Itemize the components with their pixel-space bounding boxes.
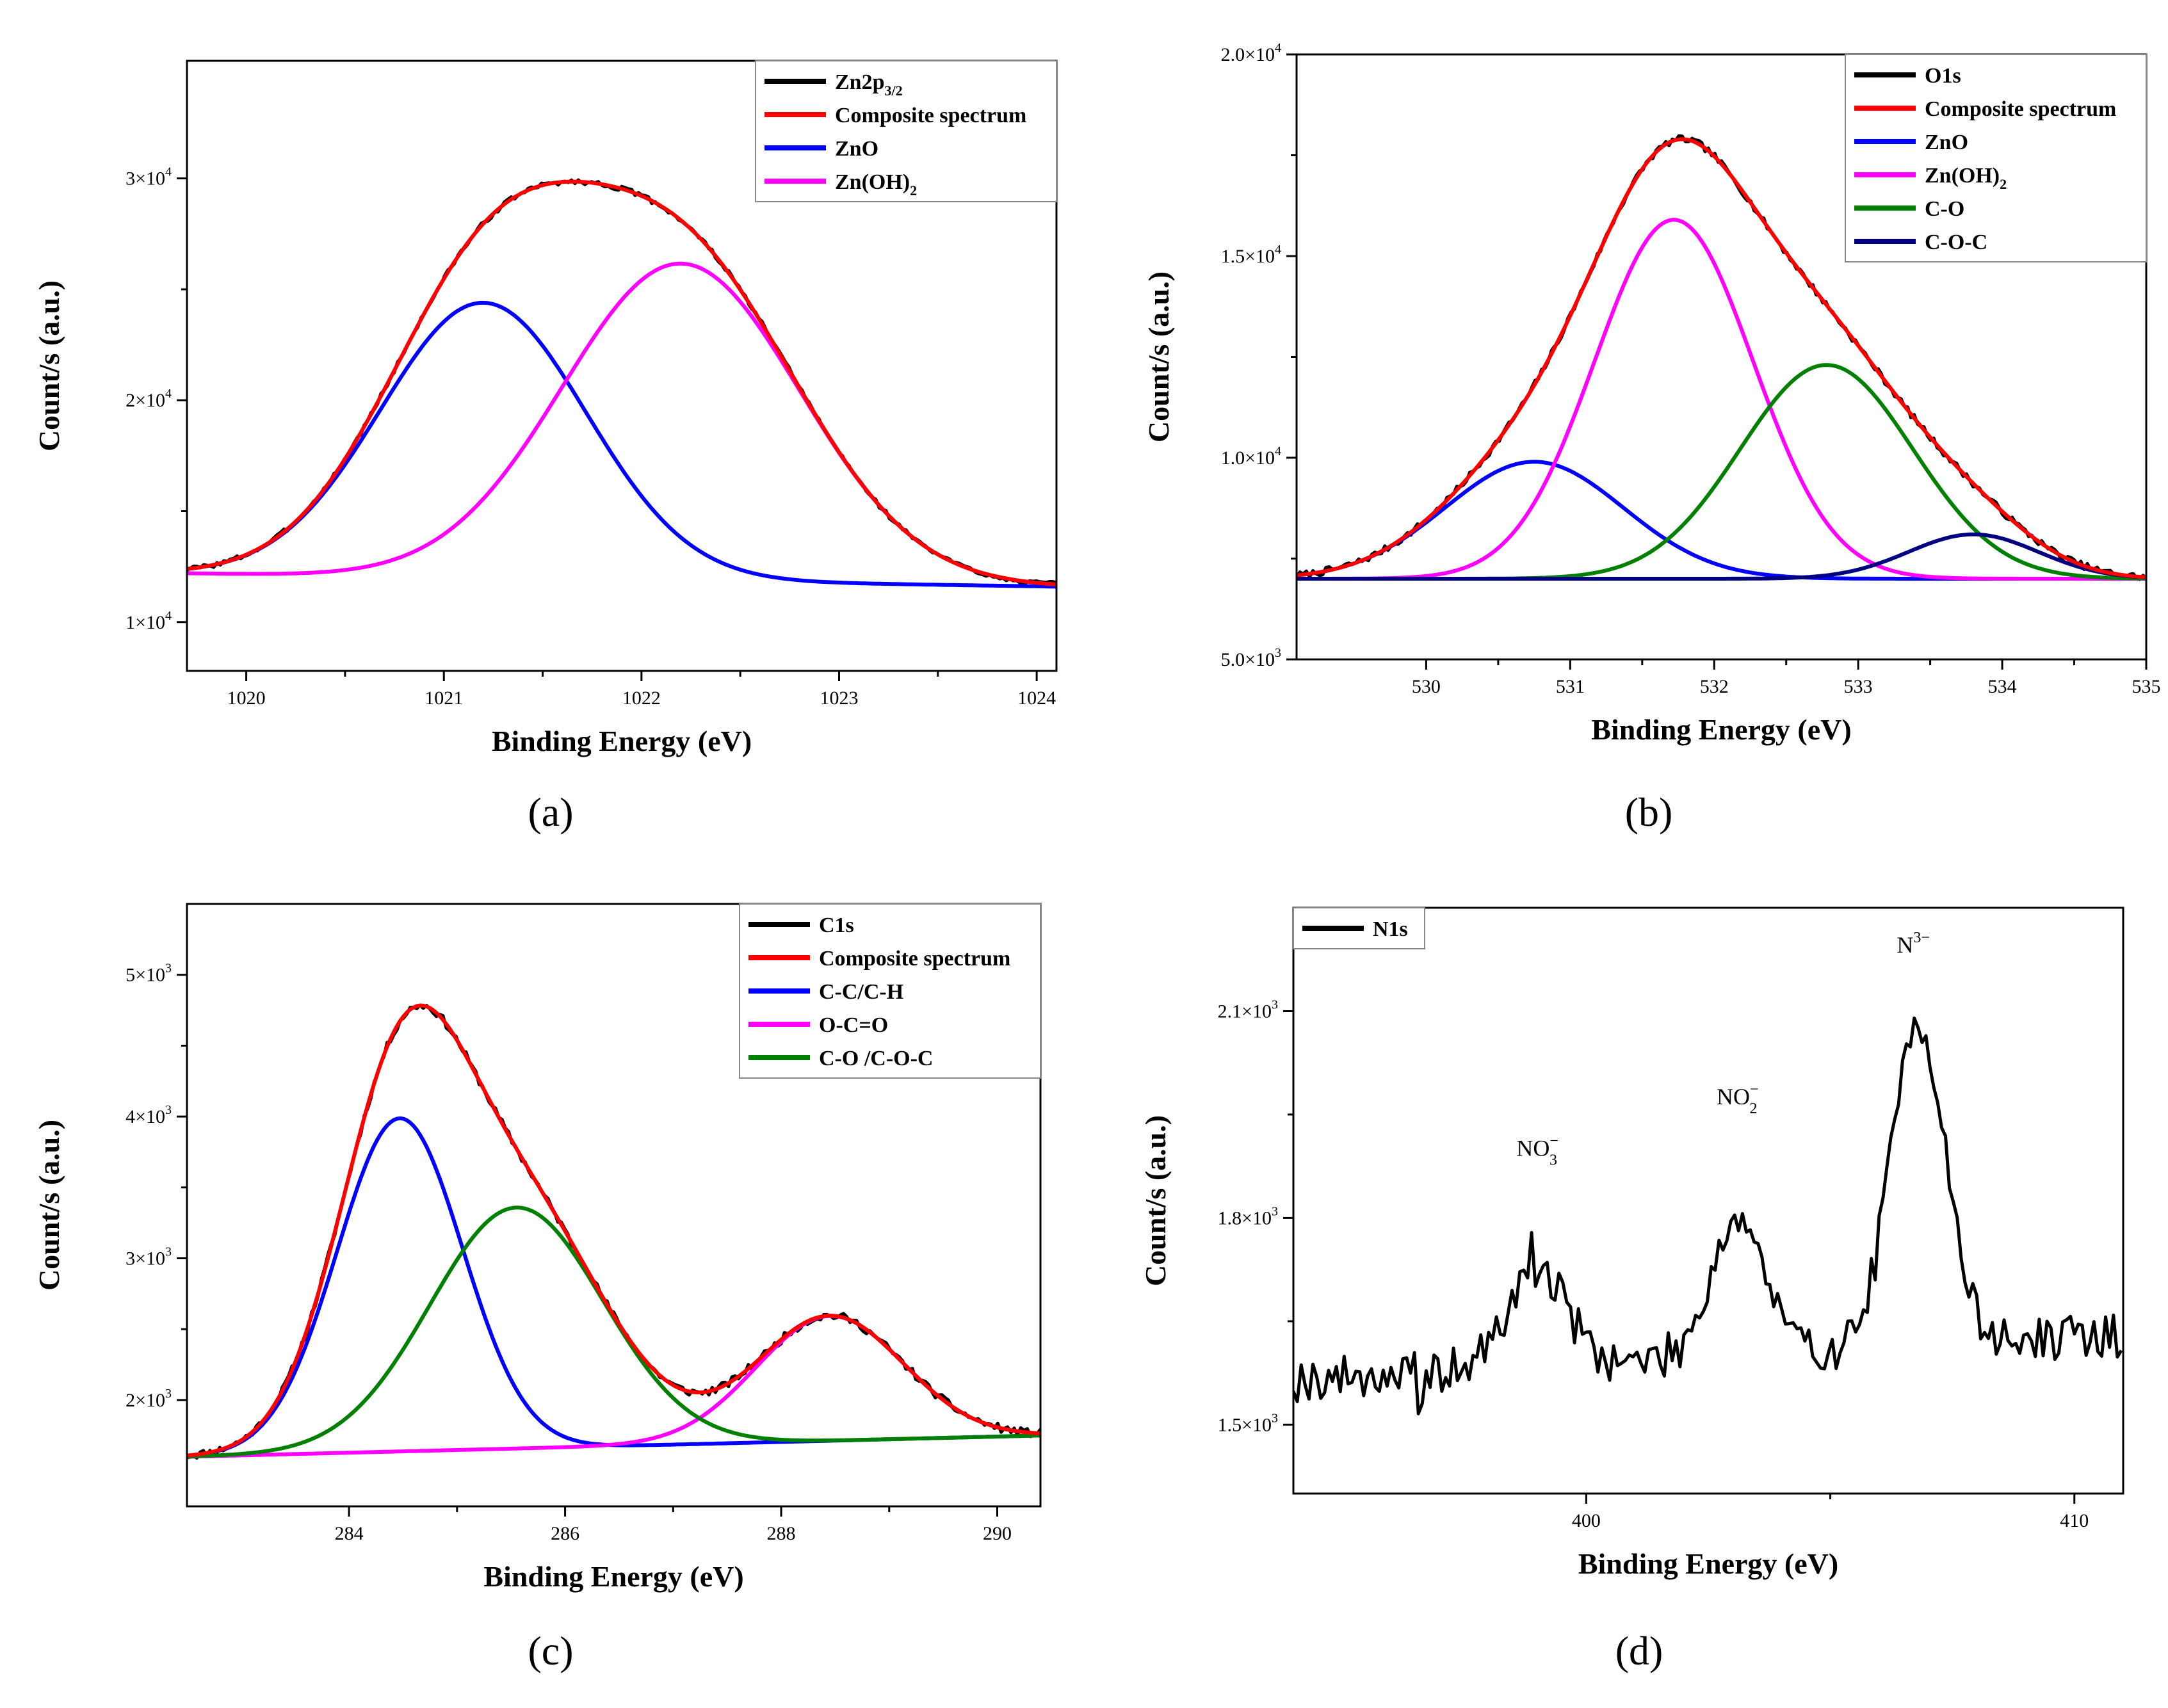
- y-tick-label-d: 2.1×103: [1218, 997, 1278, 1022]
- series-line-b-zn-oh-2: [1297, 218, 2146, 581]
- x-tick-label-b: 532: [1700, 676, 1729, 697]
- series-line-a-zn-oh-2: [187, 261, 1056, 586]
- legend-label: Zn2p3/2: [835, 70, 903, 99]
- y-tick-label-b: 1.5×104: [1221, 243, 1281, 267]
- legend-c: C1s Composite spectrum C-C/C-H O-C=O C-O /C-…: [739, 903, 1041, 1079]
- series-line-d-n1s: [1293, 1016, 2123, 1415]
- peak-annotation: NO− 2: [1717, 1081, 1759, 1117]
- y-axis-title-d: Count/s (a.u.): [1139, 1115, 1172, 1286]
- legend-b: O1s Composite spectrum ZnO Zn(OH)2 C-O C-O-C: [1845, 54, 2147, 262]
- legend-label: Composite spectrum: [819, 947, 1010, 971]
- series-line-c-composite-spectrum: [187, 1003, 1040, 1458]
- panel-caption-c: (c): [528, 1628, 573, 1673]
- legend-d: N1s: [1293, 907, 1425, 949]
- series-line-c-c-c-c-h: [187, 1116, 1040, 1458]
- y-axis-title-b: Count/s (a.u.): [1142, 271, 1175, 442]
- series-line-b-composite-spectrum: [1297, 137, 2146, 579]
- y-axis-title-a: Count/s (a.u.): [33, 280, 65, 451]
- x-tick-label-b: 530: [1412, 676, 1441, 697]
- legend-label: C-C/C-H: [819, 980, 903, 1004]
- legend-label: ZnO: [1925, 131, 1968, 154]
- series-line-b-c-o: [1297, 363, 2146, 581]
- x-tick-label-a: 1023: [820, 688, 859, 709]
- chart-panel-a: 1020 1021 1022 1023 1024 1×104 2×104 3×104 Bindi…: [33, 60, 1058, 835]
- x-axis-title-d: Binding Energy (eV): [1578, 1547, 1838, 1580]
- peak-annotation: N3−: [1897, 930, 1930, 958]
- legend-label: C-O: [1925, 197, 1964, 221]
- x-axis-title-b: Binding Energy (eV): [1591, 713, 1851, 746]
- x-tick-label-d: 410: [2060, 1510, 2089, 1531]
- y-tick-label-b: 2.0×104: [1221, 41, 1281, 65]
- legend-label: Composite spectrum: [835, 104, 1026, 127]
- x-tick-label-c: 286: [551, 1523, 579, 1544]
- y-tick-label-c: 3×103: [125, 1245, 172, 1269]
- x-tick-label-c: 288: [767, 1523, 796, 1544]
- y-tick-label-c: 2×103: [125, 1387, 172, 1411]
- x-axis-title-c: Binding Energy (eV): [483, 1560, 743, 1593]
- x-tick-label-a: 1020: [227, 688, 266, 709]
- x-tick-label-c: 290: [983, 1523, 1012, 1544]
- x-tick-label-a: 1022: [622, 688, 661, 709]
- series-line-b-c-o-c: [1297, 532, 2146, 581]
- y-tick-label-d: 1.5×103: [1218, 1411, 1278, 1435]
- series-line-a-zno: [187, 300, 1056, 589]
- panel-caption-b: (b): [1625, 789, 1673, 835]
- y-tick-label-a: 1×104: [125, 609, 172, 633]
- legend-label: N1s: [1373, 917, 1408, 941]
- x-tick-label-a: 1021: [425, 688, 463, 709]
- legend-label: O-C=O: [819, 1013, 888, 1037]
- y-tick-label-a: 2×104: [125, 387, 172, 411]
- series-line-a-zn2p3-2: [187, 178, 1056, 585]
- legend-a: Zn2p3/2 Composite spectrum ZnO Zn(OH)2: [755, 60, 1057, 202]
- x-tick-label-b: 534: [1988, 676, 2017, 697]
- panel-caption-d: (d): [1615, 1628, 1663, 1673]
- plot-frame-d: [1292, 906, 2124, 1495]
- y-axis-title-c: Count/s (a.u.): [33, 1120, 65, 1291]
- x-tick-label-b: 535: [2132, 676, 2161, 697]
- chart-panel-c: 284 286 288 290 2×103 3×103 4×103 5×103 Binding …: [33, 903, 1042, 1673]
- x-tick-label-c: 284: [335, 1523, 364, 1544]
- legend-label: Composite spectrum: [1925, 97, 2116, 121]
- x-tick-label-a: 1024: [1017, 688, 1056, 709]
- legend-label: Zn(OH)2: [835, 170, 917, 198]
- peak-annotation: NO− 3: [1516, 1133, 1558, 1169]
- y-tick-label-a: 3×104: [125, 165, 172, 189]
- legend-label: ZnO: [835, 137, 878, 161]
- legend-label: Zn(OH)2: [1925, 164, 2007, 192]
- legend-label: C-O-C: [1925, 230, 1987, 254]
- x-axis-title-a: Binding Energy (eV): [492, 725, 752, 757]
- y-tick-label-c: 4×103: [125, 1103, 172, 1127]
- y-tick-label-c: 5×103: [125, 962, 172, 986]
- series-line-a-composite-spectrum: [187, 179, 1056, 586]
- legend-label: C-O /C-O-C: [819, 1047, 933, 1070]
- chart-panel-d: 400 410 1.5×103 1.8×103 2.1×103 Binding Energ…: [1139, 906, 2124, 1673]
- series-line-c-c-o-c-o-c: [187, 1205, 1040, 1459]
- legend-label: C1s: [819, 914, 854, 937]
- y-tick-label-d: 1.8×103: [1218, 1204, 1278, 1229]
- legend-label: O1s: [1925, 64, 1961, 88]
- x-tick-label-b: 533: [1844, 676, 1873, 697]
- x-tick-label-d: 400: [1572, 1510, 1601, 1531]
- x-tick-label-b: 531: [1556, 676, 1585, 697]
- plot-frame-a: [186, 60, 1058, 672]
- chart-panel-b: 530 531 532 533 534 535 5.0×103 1.0×104 1.5×104 2…: [1142, 41, 2161, 835]
- plot-frame-c: [186, 903, 1042, 1508]
- panel-caption-a: (a): [528, 789, 573, 835]
- y-tick-label-b: 5.0×103: [1221, 646, 1281, 670]
- y-tick-label-b: 1.0×104: [1221, 444, 1281, 469]
